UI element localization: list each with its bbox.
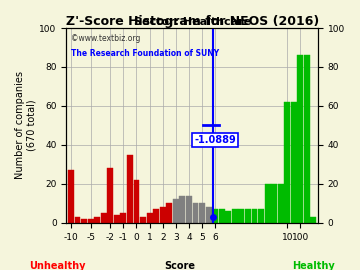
Bar (232, 209, 238, 223)
Bar (304, 55, 310, 223)
Bar (199, 203, 205, 223)
Bar (160, 207, 166, 223)
Bar (179, 195, 185, 223)
Bar (107, 168, 113, 223)
Bar (87, 219, 94, 223)
Bar (140, 217, 146, 223)
Bar (297, 55, 303, 223)
Bar (134, 180, 139, 223)
Text: Unhealthy: Unhealthy (30, 261, 86, 270)
Bar (127, 155, 133, 223)
Bar (271, 184, 277, 223)
Text: ©www.textbiz.org: ©www.textbiz.org (71, 34, 141, 43)
Bar (219, 209, 225, 223)
Bar (114, 215, 120, 223)
Text: Score: Score (165, 261, 195, 270)
Bar (212, 209, 218, 223)
Bar (68, 170, 74, 223)
Bar (147, 213, 153, 223)
Text: -1.0889: -1.0889 (194, 135, 236, 145)
Bar (186, 195, 192, 223)
Bar (81, 219, 87, 223)
Bar (265, 184, 270, 223)
Bar (278, 184, 284, 223)
Bar (166, 203, 172, 223)
Text: Healthy: Healthy (292, 261, 334, 270)
Y-axis label: Number of companies
(670 total): Number of companies (670 total) (15, 71, 37, 179)
Title: Z'-Score Histogram for NEOS (2016): Z'-Score Histogram for NEOS (2016) (66, 15, 319, 28)
Bar (153, 209, 159, 223)
Bar (206, 207, 212, 223)
Bar (252, 209, 257, 223)
Bar (245, 209, 251, 223)
Bar (121, 213, 126, 223)
Text: Sector: Healthcare: Sector: Healthcare (134, 17, 251, 27)
Bar (284, 102, 290, 223)
Bar (258, 209, 264, 223)
Bar (310, 217, 316, 223)
Bar (75, 217, 80, 223)
Bar (225, 211, 231, 223)
Bar (238, 209, 244, 223)
Bar (193, 203, 198, 223)
Bar (291, 102, 297, 223)
Bar (101, 213, 107, 223)
Bar (94, 217, 100, 223)
Text: The Research Foundation of SUNY: The Research Foundation of SUNY (71, 49, 220, 58)
Bar (173, 200, 179, 223)
